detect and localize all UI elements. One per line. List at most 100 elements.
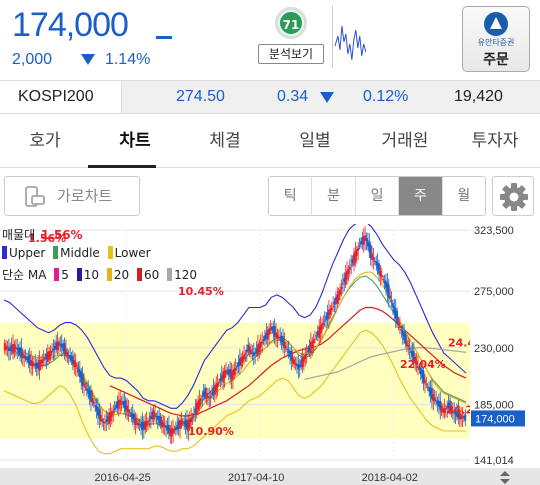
candle-body xyxy=(290,351,293,361)
candle-body xyxy=(213,385,216,395)
candle-body xyxy=(17,347,20,353)
index-change: 0.34 xyxy=(277,88,309,105)
candle-body xyxy=(149,415,152,420)
candle-body xyxy=(389,295,392,299)
candle-body xyxy=(181,421,184,423)
candle-body xyxy=(225,369,227,374)
candle-body xyxy=(322,322,325,326)
candle-body xyxy=(53,345,56,350)
candle-body xyxy=(436,400,439,405)
tab-brokers[interactable]: 거래원 xyxy=(381,131,429,151)
main-tabs: 호가 차트 체결 일별 거래원 투자자 xyxy=(0,116,540,168)
candle-body xyxy=(33,364,35,366)
candle-body xyxy=(355,249,358,257)
candle-body xyxy=(16,348,19,350)
candle-body xyxy=(358,245,361,247)
candle-body xyxy=(42,359,45,361)
candle-body xyxy=(188,418,191,427)
active-tab-indicator xyxy=(88,165,156,168)
legend-profile-label: 매물대 xyxy=(2,228,36,242)
candle-body xyxy=(222,371,225,383)
candle-body xyxy=(422,370,425,383)
candle-body xyxy=(137,423,140,426)
candle-body xyxy=(7,348,10,352)
tab-investors[interactable]: 투자자 xyxy=(471,131,519,151)
candle-body xyxy=(418,366,421,370)
candle-body xyxy=(99,414,102,422)
ma20-swatch xyxy=(106,268,112,281)
candle-body xyxy=(105,419,108,422)
price-change-pct: 1.14% xyxy=(104,51,151,68)
candle-body xyxy=(195,402,198,415)
candle-body xyxy=(84,386,87,388)
tab-chart[interactable]: 차트 xyxy=(119,131,151,151)
candle-body xyxy=(244,353,247,355)
upper-swatch xyxy=(2,246,7,259)
candle-body xyxy=(138,424,141,426)
candle-body xyxy=(407,345,410,348)
candle-body xyxy=(283,341,286,349)
candle-body xyxy=(289,350,291,357)
candle-body xyxy=(119,399,122,405)
index-name[interactable]: KOSPI200 xyxy=(0,81,122,113)
period-selector: 틱 분 일 주 월 xyxy=(268,176,486,216)
order-button[interactable]: 유안타증권 주문 xyxy=(462,6,530,72)
candle-body xyxy=(392,303,394,308)
analysis-button[interactable]: 분석보기 xyxy=(258,44,324,64)
candle-body xyxy=(241,356,244,362)
candle-body xyxy=(332,305,335,307)
candle-body xyxy=(451,410,454,412)
candle-body xyxy=(277,337,280,339)
candle-body xyxy=(184,420,187,427)
candle-body xyxy=(168,424,170,434)
tab-orderbook[interactable]: 호가 xyxy=(29,131,61,151)
legend-ma20: 20 xyxy=(113,268,130,282)
candle-body xyxy=(314,338,316,340)
candle-body xyxy=(326,312,329,319)
candle-body xyxy=(158,415,161,424)
period-week[interactable]: 주 xyxy=(399,177,443,215)
candle-body xyxy=(98,409,101,419)
tab-daily[interactable]: 일별 xyxy=(299,131,331,151)
candle-body xyxy=(266,329,269,340)
candle-body xyxy=(223,370,226,379)
candle-body xyxy=(26,356,28,360)
mini-chart-line xyxy=(334,26,367,60)
candle-body xyxy=(24,356,27,358)
candle-body xyxy=(390,300,393,302)
period-month[interactable]: 월 xyxy=(442,177,485,215)
candle-body xyxy=(124,400,127,411)
candle-body xyxy=(404,333,407,344)
period-minute[interactable]: 분 xyxy=(312,177,356,215)
candle-body xyxy=(179,420,181,429)
analysis-widget[interactable]: 71 분석보기 xyxy=(258,8,324,70)
candle-body xyxy=(156,416,159,420)
candle-body xyxy=(421,369,424,379)
volume-profile-pct-label: 22.04% xyxy=(400,358,446,371)
tab-trades[interactable]: 체결 xyxy=(209,131,241,151)
x-tick-label: 2018-04-02 xyxy=(362,472,418,484)
horizontal-chart-button[interactable]: 가로차트 xyxy=(4,176,140,216)
candle-body xyxy=(113,408,116,410)
chart-settings-button[interactable] xyxy=(492,176,534,216)
volume-profile-layer xyxy=(0,322,470,439)
candle-body xyxy=(237,362,240,366)
chart-canvas[interactable]: 1.56%10.45%24.44%22.04%24.21%10.90% 323,… xyxy=(0,224,540,485)
scroll-up-icon xyxy=(500,471,510,476)
candle-body xyxy=(463,416,465,419)
period-day[interactable]: 일 xyxy=(355,177,400,215)
candle-body xyxy=(219,378,222,382)
index-volume: 19,420 xyxy=(454,88,503,105)
period-tick[interactable]: 틱 xyxy=(269,177,313,215)
candle-body xyxy=(165,425,168,428)
candle-body xyxy=(446,406,449,409)
price-chart[interactable]: 1.56%10.45%24.44%22.04%24.21%10.90% 323,… xyxy=(0,224,540,485)
candle-body xyxy=(135,421,138,425)
candle-body xyxy=(73,360,76,368)
x-axis-bar xyxy=(0,468,540,485)
score-badge: 71 xyxy=(278,10,304,36)
candle-body xyxy=(172,428,174,434)
candle-body xyxy=(414,356,417,364)
legend-ma10: 10 xyxy=(83,268,100,282)
candle-body xyxy=(69,354,71,359)
